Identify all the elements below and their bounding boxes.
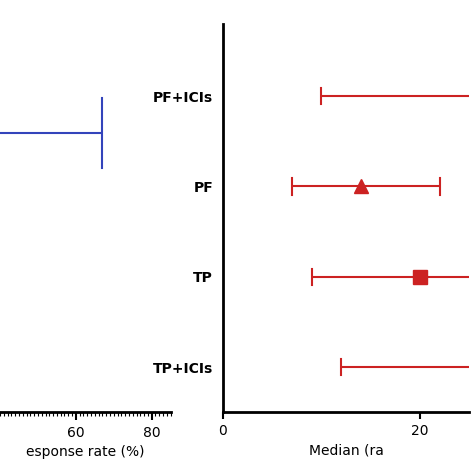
X-axis label: esponse rate (%): esponse rate (%) <box>26 445 145 459</box>
X-axis label: Median (ra: Median (ra <box>309 444 383 458</box>
